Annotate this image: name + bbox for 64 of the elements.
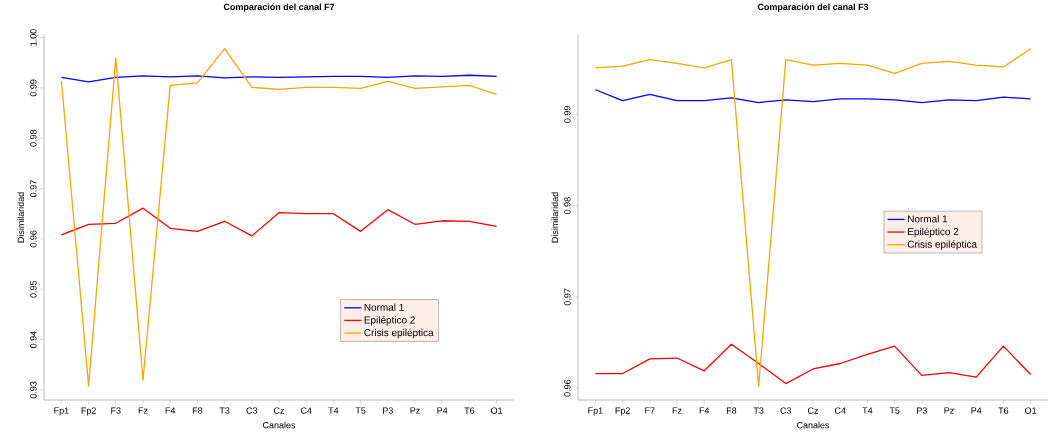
x-tick-label: Fz <box>138 407 148 414</box>
y-tick-label: 1.00 <box>30 29 37 46</box>
x-tick-label: F3 <box>111 407 121 414</box>
x-tick-label: Fp1 <box>54 407 69 416</box>
x-tick-label: F8 <box>192 407 203 414</box>
x-axis-title: Canales <box>263 421 296 429</box>
x-tick-label: T3 <box>219 407 230 414</box>
legend-label: Epiléptico 2 <box>908 227 959 238</box>
x-tick-label: C3 <box>780 407 792 414</box>
y-tick-label: 0.98 <box>30 129 37 147</box>
legend-label: Normal 1 <box>364 303 404 311</box>
x-tick-label: Pz <box>944 407 954 414</box>
legend-label: Normal 1 <box>908 215 948 223</box>
line-series <box>594 48 1032 387</box>
x-tick-label: Fp2 <box>615 407 630 416</box>
x-tick-label: O1 <box>491 407 503 414</box>
x-tick-label: F4 <box>165 407 176 414</box>
legend-label: Epiléptico 2 <box>364 316 415 326</box>
x-tick-label: P3 <box>383 407 393 414</box>
x-tick-label: T4 <box>328 407 339 414</box>
y-tick-label: 0.95 <box>30 280 37 298</box>
legend-label: Crisis epiléptica <box>364 328 434 339</box>
x-tick-label: Fz <box>672 407 682 414</box>
x-tick-label: T6 <box>998 407 1009 414</box>
y-tick-label: 0.96 <box>564 379 571 397</box>
x-tick-label: Cz <box>273 407 285 414</box>
x-tick-label: F7 <box>645 407 655 414</box>
y-axis-title: Disimilaridad <box>17 192 25 243</box>
y-tick-label: 0.98 <box>564 197 571 215</box>
x-tick-label: T5 <box>889 407 900 414</box>
x-tick-label: T5 <box>355 407 366 414</box>
x-tick-label: O1 <box>1025 407 1037 414</box>
x-axis-title: Canales <box>797 421 830 429</box>
line-series <box>594 343 1032 385</box>
x-tick-label: C4 <box>834 407 846 414</box>
x-tick-label: T3 <box>753 407 764 414</box>
y-tick-label: 0.96 <box>30 230 37 248</box>
line-series <box>60 207 498 237</box>
legend-label: Crisis epiléptica <box>907 240 978 250</box>
line-series <box>60 47 498 387</box>
x-tick-label: T6 <box>464 407 475 414</box>
x-tick-label: P3 <box>917 407 927 414</box>
x-tick-label: P4 <box>971 407 982 414</box>
x-tick-label: Cz <box>807 407 819 414</box>
chart-title: Comparación del canal F3 <box>757 3 869 12</box>
y-tick-label: 0.97 <box>564 288 571 306</box>
x-tick-label: P4 <box>437 407 448 414</box>
y-tick-label: 0.97 <box>30 180 37 197</box>
chart-title: Comparación del canal F7 <box>223 3 335 12</box>
line-series <box>594 89 1032 104</box>
x-tick-label: T4 <box>862 407 873 414</box>
x-tick-label: Pz <box>410 407 420 414</box>
y-axis-title: Disimilaridad <box>551 192 559 243</box>
x-tick-label: Fp1 <box>588 407 603 416</box>
x-tick-label: C3 <box>246 407 258 414</box>
y-tick-label: 0.93 <box>30 381 37 399</box>
x-tick-label: Fp2 <box>81 407 96 416</box>
y-tick-label: 0.94 <box>30 331 37 348</box>
x-tick-label: F4 <box>699 407 710 414</box>
x-tick-label: F8 <box>726 407 737 414</box>
y-tick-label: 0.99 <box>30 79 37 97</box>
line-series <box>60 74 498 83</box>
y-tick-label: 0.99 <box>564 106 571 123</box>
x-tick-label: C4 <box>300 407 312 414</box>
